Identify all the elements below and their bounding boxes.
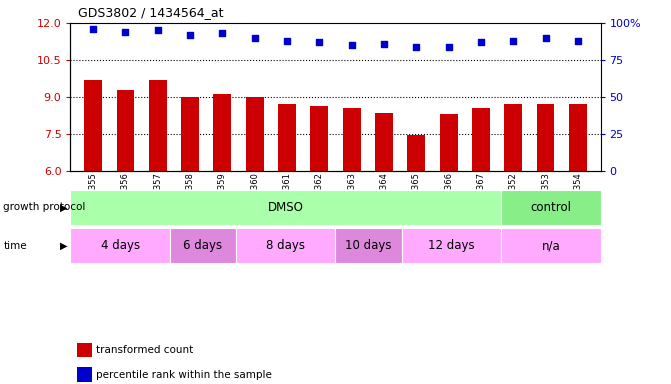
Bar <box>472 108 490 171</box>
Point <box>572 38 583 44</box>
Bar <box>407 135 425 171</box>
Text: 8 days: 8 days <box>266 239 305 252</box>
Bar <box>149 80 166 171</box>
Point <box>282 38 293 44</box>
Point <box>444 44 454 50</box>
Text: GDS3802 / 1434564_at: GDS3802 / 1434564_at <box>79 6 223 19</box>
Text: 10 days: 10 days <box>346 239 392 252</box>
Bar <box>343 108 360 171</box>
Point <box>540 35 551 41</box>
Text: DMSO: DMSO <box>268 201 304 214</box>
Bar <box>311 106 328 171</box>
Bar <box>537 104 554 171</box>
Point <box>314 39 325 45</box>
Bar <box>213 94 231 171</box>
Point <box>152 27 163 33</box>
Point <box>217 30 227 36</box>
Text: ▶: ▶ <box>60 241 67 251</box>
Bar <box>84 80 102 171</box>
Point <box>346 42 357 48</box>
Text: ▶: ▶ <box>60 202 67 212</box>
Text: time: time <box>3 241 27 251</box>
Text: 12 days: 12 days <box>428 239 475 252</box>
Bar <box>70 228 170 263</box>
Point <box>411 44 421 50</box>
Text: 6 days: 6 days <box>183 239 223 252</box>
Text: n/a: n/a <box>541 239 560 252</box>
Text: percentile rank within the sample: percentile rank within the sample <box>96 370 272 380</box>
Bar <box>501 190 601 225</box>
Bar <box>181 97 199 171</box>
Bar <box>246 97 264 171</box>
Bar <box>440 114 458 171</box>
Point <box>378 41 389 47</box>
Bar <box>170 228 236 263</box>
Point <box>185 32 195 38</box>
Point <box>120 29 131 35</box>
Bar <box>336 228 402 263</box>
Bar <box>70 190 501 225</box>
Text: control: control <box>530 201 571 214</box>
Point <box>88 26 99 32</box>
Text: 4 days: 4 days <box>101 239 140 252</box>
Bar <box>236 228 336 263</box>
Bar <box>278 104 296 171</box>
Bar <box>505 104 522 171</box>
Text: growth protocol: growth protocol <box>3 202 86 212</box>
Point <box>476 39 486 45</box>
Bar <box>501 228 601 263</box>
Point <box>508 38 519 44</box>
Bar <box>402 228 501 263</box>
Bar <box>569 104 587 171</box>
Point <box>250 35 260 41</box>
Bar <box>375 113 393 171</box>
Bar <box>117 89 134 171</box>
Text: transformed count: transformed count <box>96 345 193 355</box>
